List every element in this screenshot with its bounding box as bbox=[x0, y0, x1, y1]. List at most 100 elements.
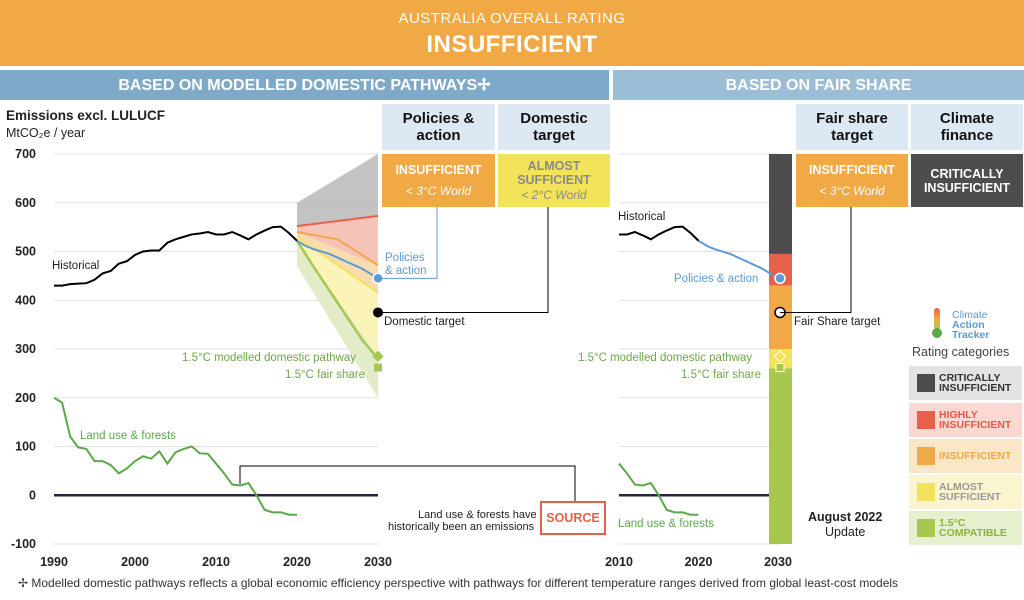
thermometer-bulb-icon bbox=[932, 328, 942, 338]
y-tick-label: 700 bbox=[15, 147, 36, 161]
col-finance-title2: finance bbox=[940, 127, 994, 144]
fan-edge-almost bbox=[296, 236, 379, 294]
overall-rating-value: INSUFFICIENT bbox=[426, 31, 598, 58]
rating-fair-share: INSUFFICIENT < 3°C World bbox=[796, 154, 908, 207]
rating-policies-note: < 3°C World bbox=[405, 184, 472, 198]
thermometer-icon bbox=[934, 308, 940, 330]
label-fair-share-target: Fair Share target bbox=[794, 316, 881, 328]
band-modelled-domestic: BASED ON MODELLED DOMESTIC PATHWAYS✢ bbox=[0, 70, 609, 100]
cat-logo-line1: Climate bbox=[952, 309, 988, 321]
fan-critically bbox=[297, 154, 378, 237]
col-domestic-title2: target bbox=[533, 127, 575, 144]
rating-categories-title: Rating categories bbox=[912, 345, 1010, 359]
rating-domestic-text1: ALMOST bbox=[527, 159, 581, 173]
fan-compatible bbox=[297, 241, 378, 398]
legend-swatch bbox=[917, 483, 935, 501]
series-landuse bbox=[53, 396, 297, 516]
legend-swatch bbox=[917, 519, 935, 537]
connector-source bbox=[239, 465, 576, 501]
y-tick-label: 500 bbox=[15, 245, 36, 259]
overall-rating-header: AUSTRALIA OVERALL RATING INSUFFICIENT bbox=[0, 0, 1024, 66]
cat-logo: Climate Action Tracker bbox=[932, 308, 1024, 342]
col-finance-title1: Climate bbox=[939, 110, 995, 127]
legend-insufficient: INSUFFICIENT bbox=[909, 439, 1022, 473]
connector-fair-share bbox=[780, 207, 852, 313]
overall-rating-subtitle: AUSTRALIA OVERALL RATING bbox=[398, 10, 626, 27]
label-pathway-15-right: 1.5°C modelled domestic pathway bbox=[578, 352, 752, 364]
label-historical-left: Historical bbox=[52, 260, 100, 272]
x-tick-label: 1990 bbox=[40, 555, 68, 569]
label-domestic-target: Domestic target bbox=[384, 316, 465, 328]
marker-policies-right bbox=[774, 272, 786, 285]
landuse-note-1: Land use & forests have bbox=[418, 509, 537, 521]
y-tick-label: 600 bbox=[15, 196, 36, 210]
footnote: ✢ Modelled domestic pathways reflects a … bbox=[18, 576, 899, 590]
col-policies-title1: Policies & bbox=[402, 110, 475, 127]
marker-15-fairshare bbox=[374, 363, 382, 372]
series-policies bbox=[296, 239, 379, 280]
col-climate-finance: Climate finance bbox=[911, 104, 1023, 150]
x-tick-label-right: 2030 bbox=[764, 555, 792, 569]
col-policies-title2: action bbox=[416, 127, 461, 144]
rating-climate-finance: CRITICALLY INSUFFICIENT bbox=[911, 154, 1023, 207]
rating-domestic-target: ALMOST SUFFICIENT < 2°C World bbox=[498, 154, 610, 207]
fan-insufficient bbox=[297, 232, 378, 293]
rating-policies-action: INSUFFICIENT < 3°C World bbox=[382, 154, 495, 207]
rating-finance-text2: INSUFFICIENT bbox=[923, 180, 1011, 195]
legend-text-2: COMPATIBLE bbox=[939, 527, 1007, 539]
legend-text-1: ALMOST bbox=[939, 481, 984, 493]
y-tick-label: 200 bbox=[15, 391, 36, 405]
source-button[interactable]: SOURCE bbox=[540, 501, 606, 535]
legend-text-1: HIGHLY bbox=[939, 409, 978, 421]
label-policies-1: Policies bbox=[385, 252, 425, 264]
band-fair-share: BASED ON FAIR SHARE bbox=[613, 70, 1024, 100]
landuse-note-2: historically been an emissions bbox=[388, 521, 535, 533]
label-historical-right: Historical bbox=[618, 211, 666, 223]
label-policies-2: & action bbox=[385, 265, 427, 277]
series-historical bbox=[54, 225, 298, 287]
legend-swatch bbox=[917, 374, 935, 392]
fair-share-bar-critically bbox=[769, 154, 792, 254]
fair-share-bar-compatible bbox=[769, 368, 792, 544]
x-tick-label-right: 2010 bbox=[605, 555, 633, 569]
legend-15-compatible: 1.5°C COMPATIBLE bbox=[909, 511, 1022, 545]
cat-logo-line2: Action bbox=[952, 319, 985, 331]
legend-critically-insufficient: CRITICALLY INSUFFICIENT bbox=[909, 366, 1022, 400]
x-tick-label: 2030 bbox=[364, 555, 392, 569]
legend-text-1: 1.5°C bbox=[939, 517, 966, 529]
marker-15-pathway bbox=[372, 350, 384, 362]
update-label: Update bbox=[825, 525, 866, 539]
y-tick-label: 300 bbox=[15, 342, 36, 356]
legend-almost-sufficient: ALMOST SUFFICIENT bbox=[909, 475, 1022, 509]
legend-swatch bbox=[917, 447, 935, 465]
rating-fairshare-text: INSUFFICIENT bbox=[808, 163, 896, 177]
series-15-pathway bbox=[295, 240, 379, 360]
series-landuse-right bbox=[618, 462, 699, 516]
legend-text-2: SUFFICIENT bbox=[939, 491, 1001, 503]
legend-text-2: INSUFFICIENT bbox=[939, 419, 1012, 431]
legend-text-1: INSUFFICIENT bbox=[939, 450, 1012, 462]
fan-edge-insufficient bbox=[296, 231, 379, 266]
y-tick-label: 400 bbox=[15, 293, 36, 307]
col-domestic-target: Domestic target bbox=[498, 104, 610, 150]
label-landuse-right: Land use & forests bbox=[618, 518, 714, 530]
legend-text-1: CRITICALLY bbox=[939, 372, 1001, 384]
label-landuse-left: Land use & forests bbox=[80, 430, 176, 442]
legend-highly-insufficient: HIGHLY INSUFFICIENT bbox=[909, 403, 1022, 437]
x-tick-label: 2020 bbox=[283, 555, 311, 569]
fan-almost bbox=[297, 236, 378, 357]
y-tick-label: -100 bbox=[11, 537, 36, 551]
x-tick-label: 2010 bbox=[202, 555, 230, 569]
rating-policies-text: INSUFFICIENT bbox=[395, 163, 482, 177]
legend-text-2: INSUFFICIENT bbox=[939, 382, 1012, 394]
label-pathway-15-left: 1.5°C modelled domestic pathway bbox=[182, 352, 356, 364]
axis-unit: MtCO₂e / year bbox=[6, 126, 86, 140]
connector-policies bbox=[378, 207, 438, 279]
col-fair-share-target: Fair share target bbox=[796, 104, 908, 150]
marker-15-pathway-right bbox=[773, 349, 787, 363]
fan-edge-highly bbox=[296, 214, 379, 228]
rating-finance-text1: CRITICALLY bbox=[930, 166, 1004, 181]
col-fairshare-title1: Fair share bbox=[816, 110, 888, 127]
col-policies-action: Policies & action bbox=[382, 104, 495, 150]
